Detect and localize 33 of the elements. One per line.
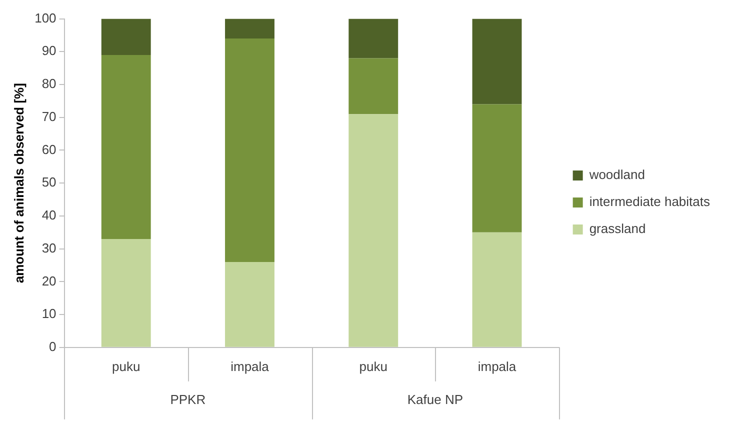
y-tick-label: 0 [49,338,56,354]
y-tick-label: 60 [42,142,56,157]
y-axis-title: amount of animals observed [%] [11,83,26,284]
text: Kafue NP [407,392,464,407]
bar [225,38,274,262]
legend-label: grassland [589,221,646,236]
bar [225,18,274,39]
y-tick-label: 100 [34,10,56,26]
bar [101,238,151,347]
x-tick-label: puku [112,358,140,374]
x-tick-label: puku [359,358,388,374]
x-tick-label: impala [478,358,517,374]
y-tick-label: 80 [42,76,56,92]
text: PPKR [170,392,206,407]
y-tick-label: 20 [42,273,56,288]
y-tick-label: 40 [42,208,56,223]
y-tick-label: 70 [42,108,56,124]
y-tick-label: 90 [42,43,56,58]
bar [348,114,398,347]
bar [472,18,522,104]
legend-label: woodland [588,167,645,182]
bar [225,262,274,347]
bar [472,232,522,347]
y-tick-label: 50 [42,174,56,190]
legend-label: intermediate habitats [589,194,710,210]
bar [101,54,151,239]
x-tick-label: impala [230,358,270,374]
y-tick-label: 30 [42,240,56,256]
bar [472,104,522,232]
bar [348,18,398,58]
bar [101,18,151,55]
bar [348,58,398,114]
y-tick-label: 10 [42,306,56,322]
